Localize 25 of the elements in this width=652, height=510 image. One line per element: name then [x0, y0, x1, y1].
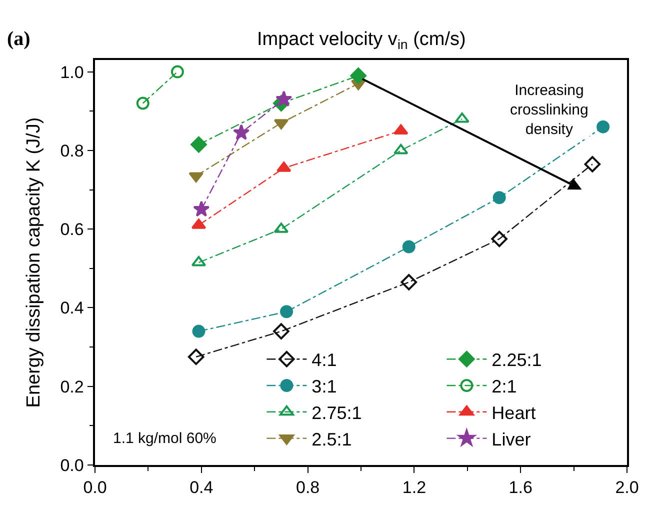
- legend-label: Heart: [492, 402, 536, 423]
- y-tick-label: 0.6: [60, 220, 84, 240]
- x-tick-label: 1.2: [402, 478, 426, 498]
- legend-label: 2.25:1: [492, 350, 542, 370]
- legend-label: 4:1: [312, 350, 337, 370]
- annotation: 1.1 kg/mol 60%: [113, 430, 216, 447]
- x-tick-label: 2.0: [615, 478, 639, 498]
- annotation: Increasing crosslinking density: [510, 82, 588, 138]
- legend-label: 3:1: [312, 376, 337, 397]
- legend-label: 2.75:1: [312, 402, 362, 423]
- x-tick-label: 0.8: [296, 478, 320, 498]
- text: (a): [7, 28, 30, 50]
- legend-label: Liver: [492, 429, 531, 450]
- y-tick-label: 0.8: [60, 141, 84, 160]
- legend-label: 2.5:1: [312, 429, 352, 450]
- x-tick-label: 0.4: [190, 478, 214, 498]
- x-tick-label: 0.0: [83, 478, 107, 498]
- x-tick-label: 1.6: [508, 478, 532, 498]
- x-axis-title: Impact velocity v$_{in}$ (cm/s): [257, 29, 466, 52]
- y-tick-label: 0.4: [60, 298, 84, 318]
- y-axis-title: Energy dissipation capacity K (J/J): [24, 117, 45, 408]
- legend-label: 2:1: [492, 376, 517, 397]
- y-tick-label: 1.0: [60, 62, 84, 82]
- y-tick-label: 0.2: [60, 377, 84, 396]
- y-tick-label: 0.0: [60, 456, 84, 475]
